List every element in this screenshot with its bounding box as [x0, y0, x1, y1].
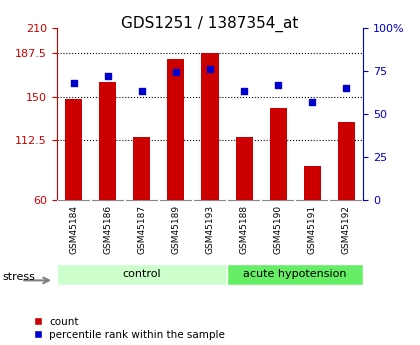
Text: GSM45191: GSM45191	[308, 205, 317, 254]
Bar	[304, 166, 321, 200]
Point	[241, 89, 247, 94]
Text: GSM45189: GSM45189	[171, 205, 181, 254]
Text: stress: stress	[2, 273, 35, 282]
Text: GSM45190: GSM45190	[274, 205, 283, 254]
Text: GSM45187: GSM45187	[137, 205, 146, 254]
Bar	[202, 53, 218, 200]
Bar	[236, 137, 252, 200]
Text: GSM45188: GSM45188	[239, 205, 249, 254]
Bar	[57, 264, 227, 285]
Point	[105, 73, 111, 79]
Bar	[227, 264, 363, 285]
Text: control: control	[123, 269, 161, 279]
Point	[173, 70, 179, 75]
Bar	[134, 137, 150, 200]
Point	[343, 85, 349, 91]
Bar	[338, 122, 355, 200]
Bar	[270, 108, 287, 200]
Point	[207, 66, 213, 72]
Point	[309, 99, 315, 105]
Text: GSM45192: GSM45192	[342, 205, 351, 254]
Text: GSM45184: GSM45184	[69, 205, 78, 254]
Text: GDS1251 / 1387354_at: GDS1251 / 1387354_at	[121, 16, 299, 32]
Bar	[168, 59, 184, 200]
Bar	[65, 99, 82, 200]
Point	[71, 80, 77, 86]
Text: acute hypotension: acute hypotension	[244, 269, 347, 279]
Legend: count, percentile rank within the sample: count, percentile rank within the sample	[34, 317, 225, 340]
Point	[139, 89, 145, 94]
Point	[275, 82, 281, 87]
Text: GSM45193: GSM45193	[205, 205, 215, 254]
Text: GSM45186: GSM45186	[103, 205, 112, 254]
Bar	[99, 82, 116, 200]
